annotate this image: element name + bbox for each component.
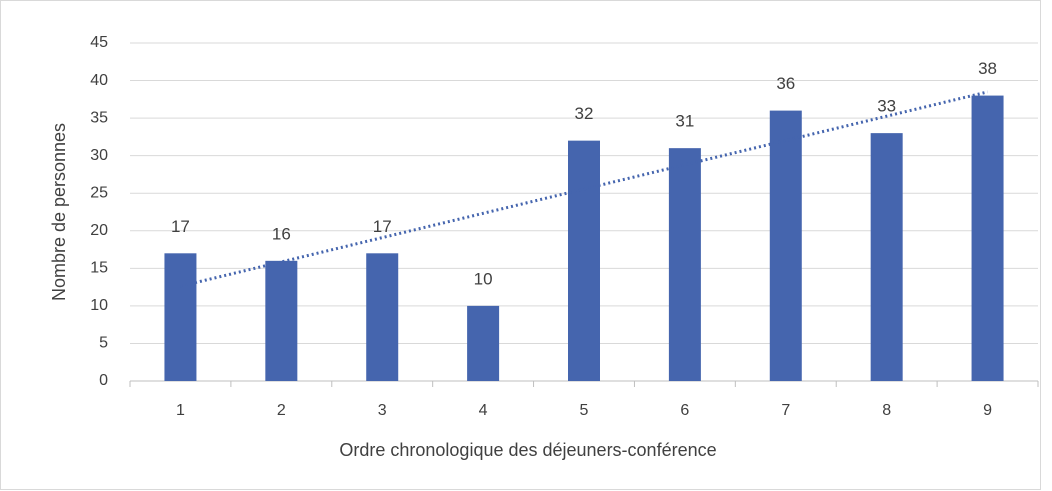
x-tick-label: 5 — [580, 402, 589, 419]
trendline — [180, 90, 988, 288]
x-tick-label: 9 — [983, 402, 992, 419]
x-tick-label: 6 — [680, 402, 689, 419]
x-tick-label: 7 — [781, 402, 790, 419]
x-tick-label: 8 — [882, 402, 891, 419]
y-axis-title: Nombre de personnes — [49, 123, 69, 301]
bar — [971, 95, 1004, 382]
data-label: 38 — [978, 59, 997, 78]
y-tick-label: 0 — [99, 372, 108, 389]
bar — [870, 133, 903, 381]
y-tick-label: 15 — [90, 260, 108, 277]
data-label: 36 — [776, 74, 795, 93]
y-tick-label: 35 — [90, 109, 108, 126]
data-label: 10 — [474, 269, 493, 288]
y-tick-label: 45 — [90, 34, 108, 51]
bar — [568, 140, 600, 381]
x-tick-label: 2 — [277, 402, 286, 419]
bar — [668, 148, 701, 381]
bar — [769, 110, 802, 381]
data-label: 33 — [877, 97, 896, 116]
bar — [164, 253, 197, 381]
y-tick-label: 25 — [90, 184, 108, 201]
y-tick-label: 40 — [90, 72, 108, 89]
bar — [366, 253, 399, 381]
data-label: 17 — [373, 217, 392, 236]
x-tick-label: 3 — [378, 402, 387, 419]
x-tick-label: 4 — [479, 402, 488, 419]
data-label: 31 — [675, 112, 694, 131]
x-axis-title: Ordre chronologique des déjeuners-confér… — [339, 440, 716, 460]
y-tick-label: 30 — [90, 147, 108, 164]
bar — [467, 305, 500, 381]
x-tick-label: 1 — [176, 402, 185, 419]
data-label: 16 — [272, 224, 291, 243]
y-tick-label: 5 — [99, 335, 108, 352]
y-tick-label: 20 — [90, 222, 108, 239]
y-tick-label: 10 — [90, 297, 108, 314]
data-label: 32 — [575, 104, 594, 123]
bar — [265, 260, 298, 381]
data-label: 17 — [171, 217, 190, 236]
